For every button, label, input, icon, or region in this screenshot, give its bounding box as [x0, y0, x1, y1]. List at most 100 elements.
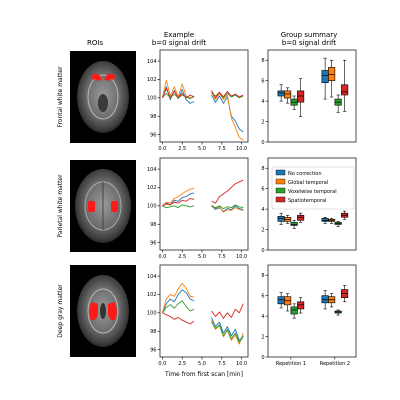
- x-tick-label: 0.0: [158, 146, 166, 152]
- drift-line: [162, 312, 195, 325]
- x-tick-label: 10.0: [236, 146, 247, 152]
- y-tick-label: 102: [147, 77, 157, 83]
- drift-line: [211, 317, 244, 341]
- box: [321, 218, 329, 222]
- legend-swatch-voxelwise-temporal: [275, 187, 286, 194]
- drift-line: [211, 179, 244, 204]
- plot-frame: [159, 264, 249, 358]
- y-tick-label: 6: [261, 186, 264, 192]
- example-drift-chart-frontal: 96 98 100 102 104 0.0 2.5 5.0 7.5 10.0: [147, 49, 249, 152]
- y-tick-label: 8: [261, 166, 264, 172]
- x-tick-label: 2.5: [178, 146, 186, 152]
- y-tick-label: 98: [150, 114, 156, 120]
- y-tick-label: 4: [261, 207, 264, 213]
- y-tick-label: 98: [150, 329, 156, 335]
- box: [321, 70, 329, 84]
- y-tick-label: 8: [261, 273, 264, 279]
- legend-label-voxelwise-temporal: Voxelwise temporal: [288, 189, 337, 195]
- y-tick-label: 8: [261, 58, 264, 64]
- y-tick-label: 6: [261, 293, 264, 299]
- box: [297, 214, 305, 221]
- box: [297, 301, 305, 310]
- plot-frame: [159, 49, 249, 143]
- drift-line: [162, 187, 195, 207]
- drift-line: [211, 321, 244, 343]
- x-tick-label: 10.0: [236, 361, 247, 367]
- drift-line: [161, 86, 195, 104]
- roi-image-parietal: [70, 160, 136, 252]
- box: [277, 215, 285, 222]
- roi-image-frontal: [70, 51, 136, 143]
- drift-line: [162, 198, 195, 207]
- drift-line: [211, 90, 244, 99]
- roi-image-deep-gray: [70, 265, 136, 357]
- y-tick-label: 104: [147, 167, 157, 173]
- row-label-deep-gray: Deep gray matter: [57, 284, 64, 338]
- roi-mask: [91, 73, 102, 81]
- legend-label-no-correction: No correction: [288, 171, 322, 177]
- y-tick-label: 100: [147, 311, 157, 317]
- box: [290, 306, 298, 315]
- y-tick-label: 2: [261, 334, 264, 340]
- x-tick-label: 10.0: [236, 254, 247, 260]
- box: [341, 84, 349, 96]
- example-drift-chart-parietal: 96 98 100 102 104 0.0 2.5 5.0 7.5 10.0: [147, 157, 249, 260]
- drift-line: [211, 91, 244, 99]
- y-tick-label: 96: [150, 347, 156, 353]
- drift-line: [211, 94, 244, 133]
- legend-swatch-global-temporal: [275, 178, 286, 185]
- box: [290, 222, 298, 226]
- example-drift-chart-deep-gray: 96 98 100 102 104 0.0 2.5 5.0 7.5 10.0: [147, 264, 249, 367]
- drift-line: [161, 289, 195, 314]
- drift-line: [161, 88, 195, 99]
- group-summary-chart-frontal: 0 2 4 6 8: [261, 49, 357, 146]
- y-tick-label: 98: [150, 222, 156, 228]
- y-tick-label: 100: [147, 96, 157, 102]
- box: [277, 296, 285, 305]
- roi-mask: [108, 302, 117, 321]
- drift-line: [211, 92, 244, 141]
- x-tick-label: 7.5: [218, 361, 226, 367]
- y-tick-label: 2: [261, 119, 264, 125]
- y-tick-label: 0: [261, 355, 264, 361]
- y-tick-label: 104: [147, 59, 157, 65]
- x-tick-label: 5.0: [198, 361, 206, 367]
- y-tick-label: 6: [261, 78, 264, 84]
- plot-frame: [267, 157, 357, 251]
- rois-title: ROIs: [87, 39, 103, 47]
- drift-line: [211, 303, 244, 319]
- y-tick-label: 4: [261, 99, 264, 105]
- y-tick-label: 0: [261, 248, 264, 254]
- row-label-frontal: Frontal white matter: [57, 66, 64, 128]
- example-title-line1: Example: [164, 31, 194, 39]
- legend-label-global-temporal: Global temporal: [288, 180, 328, 186]
- x-tick-label: 0.0: [158, 254, 166, 260]
- drift-line: [211, 205, 244, 212]
- box: [277, 90, 285, 97]
- x-tick-label: 2.5: [178, 254, 186, 260]
- group-summary-chart-deep-gray: 0 2 4 6 8 Repetition 1 Repetition 2: [261, 264, 357, 367]
- plot-frame: [267, 49, 357, 143]
- y-tick-label: 0: [261, 140, 264, 146]
- plot-frame: [267, 264, 357, 358]
- y-tick-label: 4: [261, 314, 264, 320]
- x-tick-label: Repetition 1: [276, 361, 306, 367]
- legend-swatch-no-correction: [275, 169, 286, 176]
- box: [284, 90, 292, 99]
- group-title-line2: b=0 signal drift: [282, 39, 337, 47]
- x-tick-label: 7.5: [218, 146, 226, 152]
- x-tick-label: Repetition 2: [320, 361, 350, 367]
- drift-line: [162, 192, 195, 207]
- drift-line: [161, 79, 195, 99]
- box: [321, 295, 329, 304]
- example-x-axis-label: Time from first scan [min]: [164, 371, 243, 378]
- drift-line: [162, 204, 195, 209]
- example-title-line2: b=0 signal drift: [152, 39, 207, 47]
- x-tick-label: 5.0: [198, 146, 206, 152]
- legend: No correction Global temporal Voxelwise …: [271, 166, 355, 210]
- roi-mask: [111, 201, 118, 212]
- group-title-line1: Group summary: [281, 31, 338, 39]
- legend-label-spatiotemporal: Spatiotemporal: [288, 198, 326, 204]
- drift-line: [211, 204, 244, 210]
